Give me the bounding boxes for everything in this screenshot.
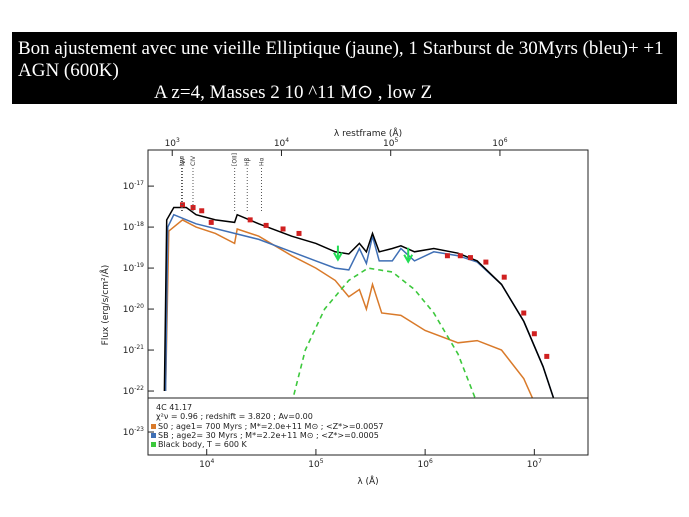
tick-base: 10 bbox=[123, 346, 135, 356]
tick-label: 105 bbox=[308, 458, 323, 470]
legend-info: χ²ν = 0.96 ; redshift = 3.820 ; Av=0.00 bbox=[156, 412, 313, 421]
tick-exponent: -20 bbox=[134, 303, 144, 310]
data-point bbox=[199, 208, 205, 214]
tick-exponent: 6 bbox=[429, 458, 433, 465]
tick-exponent: -21 bbox=[134, 344, 144, 351]
plot-frame bbox=[147, 149, 589, 456]
data-point bbox=[444, 253, 450, 259]
data-point bbox=[208, 219, 214, 225]
tick-exponent: 5 bbox=[320, 458, 324, 465]
tick-label: 10-21 bbox=[123, 344, 144, 356]
data-point bbox=[280, 226, 286, 232]
tick-base: 10 bbox=[274, 139, 286, 149]
legend-swatch bbox=[151, 424, 156, 429]
legend-title: 4C 41.17 bbox=[156, 403, 192, 412]
spectral-label: Lyα bbox=[179, 156, 186, 166]
data-point bbox=[296, 230, 302, 236]
spectral-label: CIV bbox=[190, 155, 197, 166]
tick-label: 10-19 bbox=[123, 262, 144, 274]
legend-swatch bbox=[151, 433, 156, 438]
tick-label: 103 bbox=[165, 137, 180, 149]
series-line bbox=[292, 267, 476, 398]
tick-base: 10 bbox=[527, 460, 539, 470]
tick-exponent: -19 bbox=[134, 262, 144, 269]
tick-base: 10 bbox=[165, 139, 177, 149]
tick-base: 10 bbox=[383, 139, 395, 149]
tick-base: 10 bbox=[123, 223, 135, 233]
data-point bbox=[531, 331, 537, 337]
tick-label: 10-23 bbox=[123, 426, 144, 438]
series-line bbox=[164, 219, 534, 398]
tick-base: 10 bbox=[123, 264, 135, 274]
header-line: A z=4, Masses 2 10 ^11 M⊙ , low Z bbox=[154, 82, 432, 103]
tick-exponent: -23 bbox=[134, 426, 144, 433]
spectral-label: Hα bbox=[258, 157, 265, 166]
tick-base: 10 bbox=[417, 460, 429, 470]
legend-entry: SB ; age2= 30 Myrs ; M*=2.2e+11 M⊙ ; <Z*… bbox=[158, 431, 379, 440]
tick-label: 104 bbox=[274, 137, 289, 149]
spectral-label: NV bbox=[179, 157, 186, 166]
data-point bbox=[501, 274, 507, 280]
data-point bbox=[467, 255, 473, 261]
header-box bbox=[12, 32, 677, 104]
x2-label: λ restframe (Å) bbox=[334, 127, 402, 139]
data-point bbox=[247, 217, 253, 223]
series-line bbox=[164, 213, 555, 398]
tick-exponent: 3 bbox=[176, 137, 180, 144]
tick-exponent: 7 bbox=[538, 458, 542, 465]
tick-exponent: -18 bbox=[134, 221, 144, 228]
tick-base: 10 bbox=[308, 460, 320, 470]
tick-base: 10 bbox=[123, 428, 135, 438]
tick-label: 10-20 bbox=[123, 303, 144, 315]
plot-area bbox=[163, 202, 555, 398]
data-point bbox=[457, 253, 463, 259]
tick-label: 104 bbox=[199, 458, 214, 470]
data-point bbox=[544, 353, 550, 359]
tick-base: 10 bbox=[492, 139, 504, 149]
legend-entry: S0 ; age1= 700 Myrs ; M*=2.0e+11 M⊙ ; <Z… bbox=[158, 422, 384, 431]
spectral-label: Hβ bbox=[244, 157, 251, 166]
header-line: Bon ajustement avec une vieille Elliptiq… bbox=[18, 38, 664, 59]
tick-label: 107 bbox=[527, 458, 542, 470]
tick-label: 10-22 bbox=[123, 385, 144, 397]
tick-base: 10 bbox=[123, 305, 135, 315]
header-line: AGN (600K) bbox=[18, 60, 119, 81]
tick-label: 10-18 bbox=[123, 221, 144, 233]
tick-base: 10 bbox=[123, 387, 135, 397]
tick-exponent: 5 bbox=[395, 137, 399, 144]
legend-swatch bbox=[151, 442, 156, 447]
data-point bbox=[483, 259, 489, 265]
tick-base: 10 bbox=[199, 460, 211, 470]
y-label: Flux (erg/s/cm²/Å) bbox=[99, 265, 111, 346]
upper-limit bbox=[403, 247, 414, 264]
tick-base: 10 bbox=[123, 182, 135, 192]
tick-exponent: 6 bbox=[504, 137, 508, 144]
data-point bbox=[263, 222, 269, 228]
upper-limit bbox=[333, 245, 343, 262]
tick-label: 10-17 bbox=[123, 180, 144, 192]
tick-exponent: -17 bbox=[134, 180, 144, 187]
tick-exponent: -22 bbox=[134, 385, 144, 392]
tick-exponent: 4 bbox=[285, 137, 289, 144]
data-point bbox=[521, 310, 527, 316]
tick-label: 105 bbox=[383, 137, 398, 149]
spectral-label: [OII] bbox=[232, 153, 239, 166]
tick-exponent: 4 bbox=[211, 458, 215, 465]
legend-entry: Black body, T = 600 K bbox=[158, 440, 248, 449]
tick-label: 106 bbox=[417, 458, 432, 470]
x-label: λ (Å) bbox=[357, 475, 378, 487]
tick-label: 106 bbox=[492, 137, 507, 149]
